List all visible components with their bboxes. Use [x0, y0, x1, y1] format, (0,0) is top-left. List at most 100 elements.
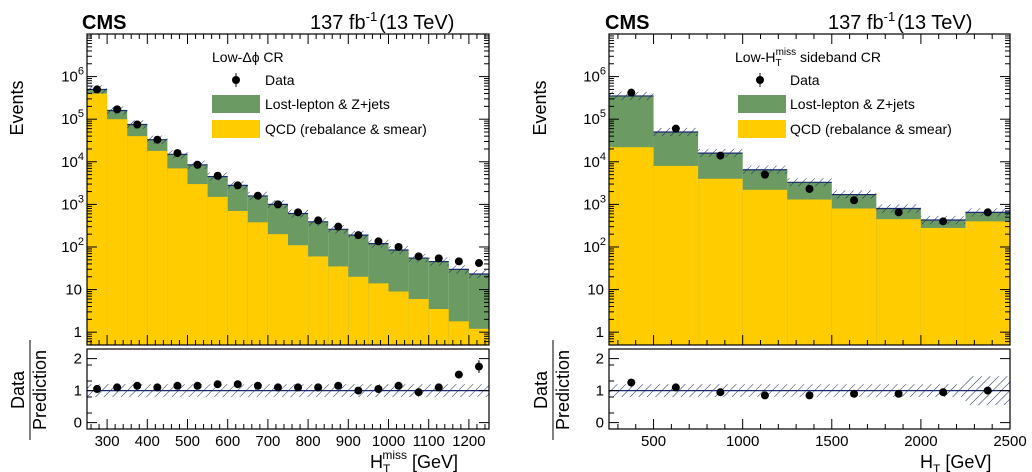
left-qcd-bar — [107, 119, 128, 346]
left-ratio-point — [93, 385, 102, 393]
right-legend-qcd-swatch — [738, 120, 786, 138]
left-ratio-point — [213, 380, 222, 389]
left-ratio-point — [334, 381, 343, 390]
left-qcd-bar — [127, 136, 148, 345]
right-ratio-point — [805, 391, 814, 400]
left-legend-lostlep-swatch — [212, 95, 260, 113]
right-data-point — [983, 208, 992, 217]
left-lostlep-bar — [468, 274, 489, 345]
left-y-tick-label: 104 — [61, 151, 84, 171]
left-ratio-point — [133, 381, 142, 390]
right-ratio-y-tick-label: 1 — [596, 383, 604, 400]
left-data-point — [474, 259, 483, 268]
left-data-point — [334, 222, 343, 231]
right-data-point — [805, 184, 814, 193]
left-legend-qcd-label: QCD (rebalance & smear) — [265, 121, 427, 137]
right-qcd-bar — [609, 147, 654, 345]
left-main-plot: 1 10 102 103 104 105 106 — [61, 33, 490, 346]
left-ratio-point — [454, 370, 463, 379]
left-qcd-bar — [247, 222, 268, 345]
left-ratio-point — [474, 362, 483, 371]
left-x-axis-title: HTmiss [GeV] — [370, 448, 458, 472]
right-qcd-bar — [920, 227, 966, 345]
left-ratio-point — [294, 383, 303, 392]
left-data-point — [374, 237, 383, 246]
right-data-point — [939, 217, 948, 226]
left-data-point — [213, 171, 222, 180]
left-qcd-bar — [448, 321, 469, 345]
right-ratio-point — [716, 388, 725, 397]
left-ratio-point — [113, 383, 122, 392]
left-ratio-y-tick-label: 0 — [74, 415, 82, 432]
right-data-point — [716, 151, 725, 160]
right-qcd-bar — [742, 189, 788, 345]
right-data-point — [894, 208, 903, 217]
left-data-point — [294, 208, 303, 217]
right-legend-lostlep-label: Lost-lepton & Z+jets — [790, 96, 915, 112]
left-ratio-point — [173, 381, 182, 390]
left-qcd-bar — [368, 283, 389, 345]
left-y-tick-label: 103 — [61, 193, 84, 213]
right-qcd-bar — [698, 178, 743, 345]
right-ratio-point — [671, 383, 680, 392]
svg-text:Data: Data — [531, 370, 551, 409]
left-ratio-point — [414, 388, 423, 397]
left-x-tick-label: 400 — [135, 433, 160, 450]
left-ratio-y-tick-label: 1 — [74, 383, 82, 400]
right-y-axis-title: Events — [530, 80, 550, 135]
left-data-point — [133, 120, 142, 129]
right-legend-lostlep-swatch — [738, 95, 786, 113]
left-cms-label: CMS — [82, 12, 126, 34]
right-main-plot: 1 10 102 103 104 105 106 — [583, 33, 1011, 346]
left-x-tick-label: 1100 — [413, 433, 445, 450]
left-qcd-bar — [408, 299, 429, 345]
left-data-point — [394, 242, 403, 251]
right-ratio-point — [760, 391, 769, 400]
right-region-label: Low-HTmiss sideband CR — [735, 47, 881, 69]
left-y-tick-label: 10 — [65, 282, 82, 299]
right-ratio-frame — [608, 348, 1011, 430]
right-y-tick-label: 103 — [583, 193, 606, 213]
left-legend-lostlep-label: Lost-lepton & Z+jets — [265, 96, 390, 112]
left-qcd-bar — [147, 150, 168, 345]
left-data-point — [153, 135, 162, 144]
left-qcd-bar — [328, 266, 349, 345]
right-y-tick-label: 105 — [583, 108, 606, 128]
left-qcd-bar — [207, 196, 228, 345]
left-x-tick-label: 800 — [296, 433, 321, 450]
left-data-point — [314, 216, 323, 225]
left-ratio-plot: 0 1 2 300 400 500 600 700 800 900 1000 1100 1200 — [74, 348, 490, 450]
left-x-tick-label: 1200 — [452, 433, 485, 450]
left-data-point — [233, 181, 242, 190]
left-x-tick-label: 900 — [336, 433, 361, 450]
right-ratio-point — [894, 389, 903, 398]
left-qcd-bar — [468, 328, 489, 345]
left-qcd-bar — [187, 184, 208, 345]
left-qcd-bar — [348, 276, 369, 345]
left-qcd-bar — [87, 93, 108, 346]
svg-text:Prediction: Prediction — [30, 350, 50, 430]
right-ratio-point — [627, 378, 636, 387]
right-x-tick-label: 1500 — [815, 433, 848, 450]
left-legend-qcd-swatch — [212, 120, 260, 138]
left-qcd-bar — [227, 210, 248, 345]
left-x-tick-label: 300 — [95, 433, 120, 450]
left-y-tick-label: 105 — [61, 108, 84, 128]
left-ratio-point — [354, 386, 363, 395]
left-ratio-frame — [86, 348, 490, 430]
right-y-tick-label: 106 — [583, 66, 606, 86]
left-region-label: Low-Δϕ CR — [212, 49, 284, 65]
right-qcd-bar — [965, 221, 1010, 345]
right-y-tick-label: 102 — [583, 236, 606, 256]
left-qcd-bar — [167, 168, 188, 345]
left-y-axis-title: Events — [7, 80, 27, 135]
right-ratio-y-tick-label: 2 — [596, 351, 604, 368]
left-ratio-point — [374, 385, 383, 393]
left-data-point — [113, 105, 122, 114]
right-x-tick-label: 1000 — [726, 433, 759, 450]
left-data-point — [273, 200, 282, 209]
left-ratio-point — [434, 383, 443, 392]
right-x-axis-title: HT [GeV] — [920, 452, 991, 472]
